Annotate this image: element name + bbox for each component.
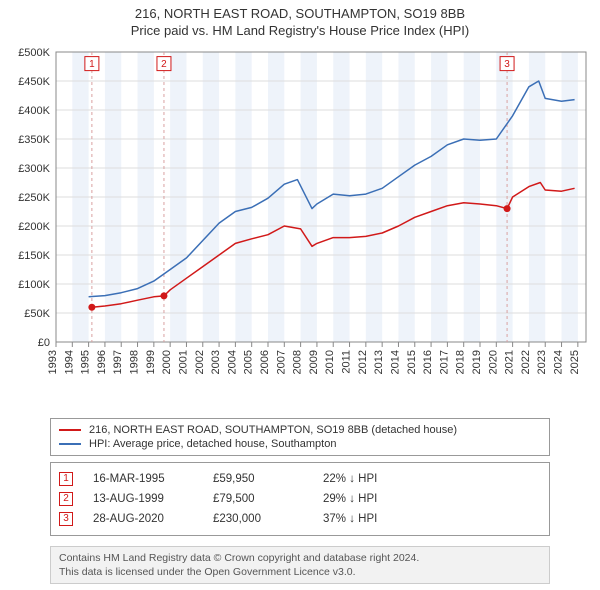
x-tick-label: 2016 xyxy=(422,350,434,374)
x-tick-label: 1994 xyxy=(63,350,75,374)
event-row-marker: 3 xyxy=(59,512,73,526)
y-tick-label: £350K xyxy=(18,134,50,146)
x-tick-label: 2000 xyxy=(161,350,173,374)
legend-swatch xyxy=(59,429,81,431)
y-tick-label: £100K xyxy=(18,279,50,291)
y-tick-label: £0 xyxy=(38,337,50,349)
x-tick-label: 2001 xyxy=(177,350,189,374)
event-row-price: £79,500 xyxy=(213,493,303,505)
x-tick-label: 2013 xyxy=(373,350,385,374)
x-tick-label: 2015 xyxy=(406,350,418,374)
chart-area: £0 £50K £100K £150K £200K £250K £300K £350K £400… xyxy=(0,42,600,412)
x-tick-label: 2018 xyxy=(455,350,467,374)
x-tick-label: 2002 xyxy=(194,350,206,374)
legend-label: 216, NORTH EAST ROAD, SOUTHAMPTON, SO19 … xyxy=(89,424,457,436)
event-row-price: £59,950 xyxy=(213,473,303,485)
event-row-date: 28-AUG-2020 xyxy=(93,513,193,525)
event-row-marker: 2 xyxy=(59,492,73,506)
x-tick-label: 2009 xyxy=(308,350,320,374)
event-row-diff: 22% ↓ HPI xyxy=(323,473,377,485)
events-table: 1 16-MAR-1995 £59,950 22% ↓ HPI 2 13-AUG-1999… xyxy=(50,462,550,536)
x-tick-label: 2017 xyxy=(438,350,450,374)
event-row-diff: 37% ↓ HPI xyxy=(323,513,377,525)
footer-line1: Contains HM Land Registry data © Crown c… xyxy=(59,551,541,565)
x-tick-label: 2008 xyxy=(292,350,304,374)
y-tick-label: £400K xyxy=(18,105,50,117)
y-tick-label: £150K xyxy=(18,250,50,262)
event-row: 2 13-AUG-1999 £79,500 29% ↓ HPI xyxy=(59,489,541,509)
legend-swatch xyxy=(59,443,81,445)
x-tick-label: 2012 xyxy=(357,350,369,374)
x-tick-label: 2023 xyxy=(536,350,548,374)
footer-line2: This data is licensed under the Open Gov… xyxy=(59,565,541,579)
chart-titles: 216, NORTH EAST ROAD, SOUTHAMPTON, SO19 … xyxy=(0,0,600,38)
x-tick-label: 2003 xyxy=(210,350,222,374)
x-tick-label: 2006 xyxy=(259,350,271,374)
legend-label: HPI: Average price, detached house, Sout… xyxy=(89,438,336,450)
chart-title-line1: 216, NORTH EAST ROAD, SOUTHAMPTON, SO19 … xyxy=(0,6,600,21)
y-tick-label: £50K xyxy=(24,308,50,320)
event-row-marker: 1 xyxy=(59,472,73,486)
x-tick-label: 1996 xyxy=(96,350,108,374)
event-row-diff: 29% ↓ HPI xyxy=(323,493,377,505)
y-tick-label: £450K xyxy=(18,76,50,88)
event-marker-label: 3 xyxy=(504,59,510,70)
x-tick-label: 1993 xyxy=(47,350,59,374)
x-tick-label: 1998 xyxy=(129,350,141,374)
x-tick-label: 2010 xyxy=(324,350,336,374)
event-marker-label: 1 xyxy=(89,59,95,70)
chart-svg: £0 £50K £100K £150K £200K £250K £300K £350K £400… xyxy=(0,42,600,412)
x-tick-label: 1995 xyxy=(80,350,92,374)
y-tick-label: £200K xyxy=(18,221,50,233)
x-tick-label: 2025 xyxy=(569,350,581,374)
event-row: 1 16-MAR-1995 £59,950 22% ↓ HPI xyxy=(59,469,541,489)
event-row-date: 13-AUG-1999 xyxy=(93,493,193,505)
legend-row: 216, NORTH EAST ROAD, SOUTHAMPTON, SO19 … xyxy=(59,423,541,437)
y-tick-label: £500K xyxy=(18,47,50,59)
event-marker-label: 2 xyxy=(161,59,167,70)
x-tick-label: 2020 xyxy=(487,350,499,374)
x-tick-label: 2024 xyxy=(553,350,565,374)
legend-row: HPI: Average price, detached house, Sout… xyxy=(59,437,541,451)
x-tick-label: 2022 xyxy=(520,350,532,374)
x-tick-label: 2019 xyxy=(471,350,483,374)
y-tick-label: £250K xyxy=(18,192,50,204)
x-tick-label: 2011 xyxy=(341,350,353,374)
y-tick-label: £300K xyxy=(18,163,50,175)
x-tick-label: 2005 xyxy=(243,350,255,374)
x-tick-label: 2014 xyxy=(389,350,401,374)
legend: 216, NORTH EAST ROAD, SOUTHAMPTON, SO19 … xyxy=(50,418,550,456)
event-row: 3 28-AUG-2020 £230,000 37% ↓ HPI xyxy=(59,509,541,529)
footer-attribution: Contains HM Land Registry data © Crown c… xyxy=(50,546,550,584)
x-tick-label: 2004 xyxy=(226,350,238,374)
x-tick-label: 1997 xyxy=(112,350,124,374)
x-tick-label: 2021 xyxy=(504,350,516,374)
event-row-price: £230,000 xyxy=(213,513,303,525)
event-row-date: 16-MAR-1995 xyxy=(93,473,193,485)
x-tick-label: 1999 xyxy=(145,350,157,374)
x-tick-label: 2007 xyxy=(275,350,287,374)
chart-title-line2: Price paid vs. HM Land Registry's House … xyxy=(0,23,600,38)
